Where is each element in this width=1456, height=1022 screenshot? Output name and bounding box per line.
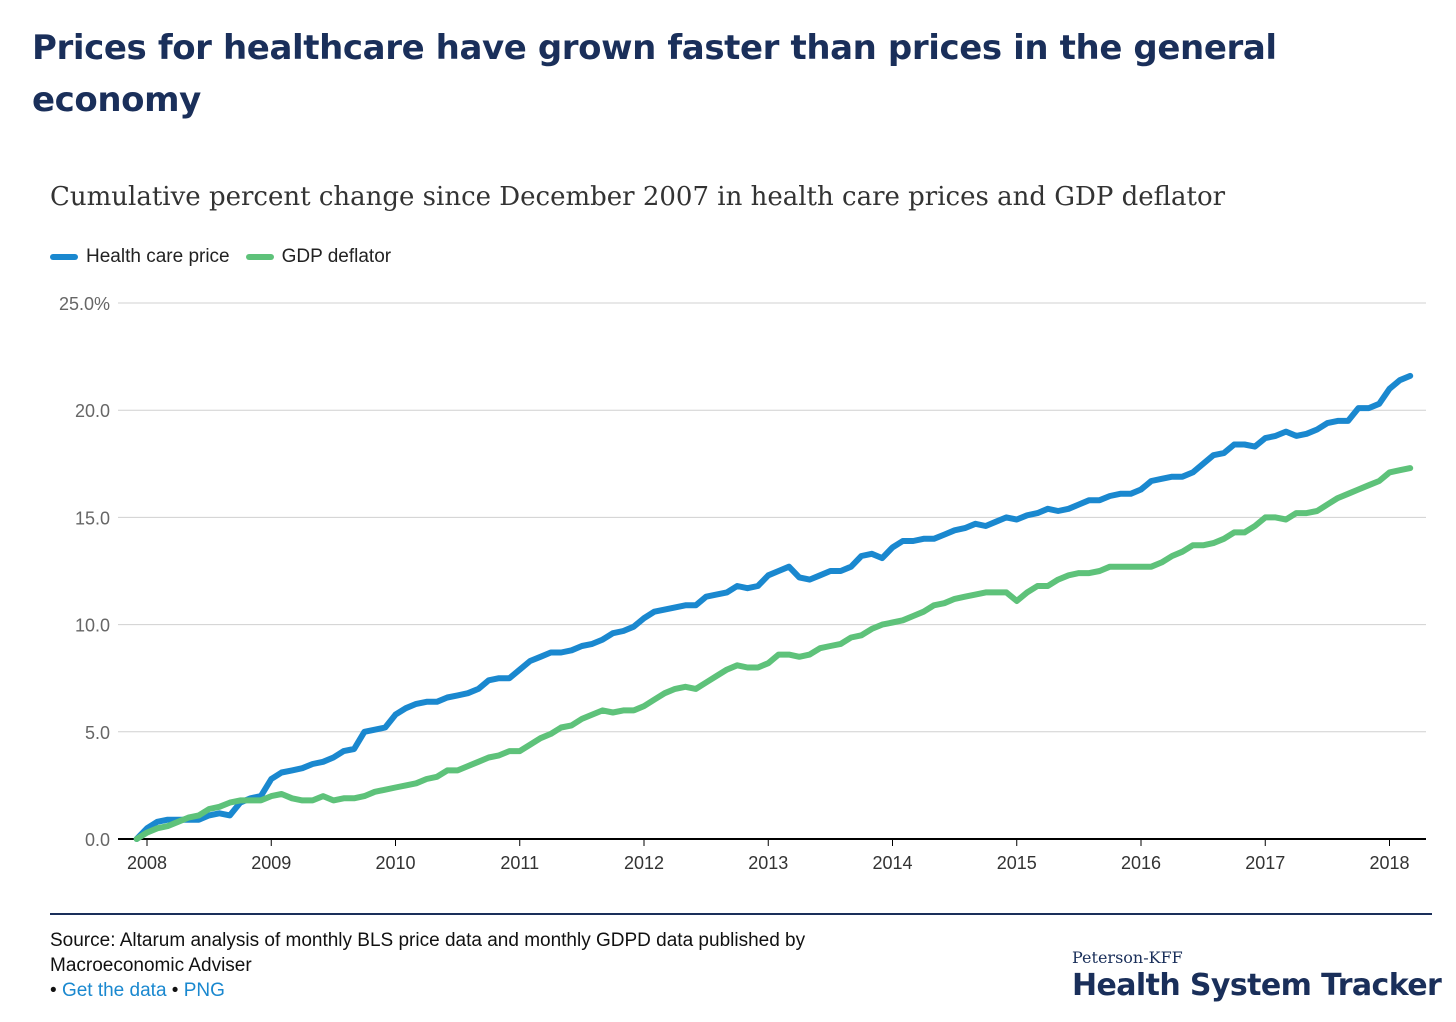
footer-links: • Get the data • PNG [50,978,225,1003]
x-tick-label: 2012 [624,853,664,873]
legend-swatch-health-care-price [50,254,78,260]
x-tick-label: 2008 [127,853,167,873]
line-chart: 0.0 5.0 10.0 15.0 20.0 25.0% 2008 2009 2010 2011 2… [59,294,1426,873]
get-the-data-link[interactable]: Get the data [61,980,167,1001]
legend-label-health-care-price: Health care price [86,246,230,267]
bullet: • [171,980,179,1001]
png-link[interactable]: PNG [183,980,225,1001]
footer-divider [50,913,1432,915]
legend: Health care price GDP deflator [50,246,407,268]
x-tick-label: 2016 [1121,853,1161,873]
bullet: • [50,980,57,1001]
y-tick-label: 15.0 [75,508,110,528]
brand-subtitle: Peterson-KFF [1072,948,1183,967]
x-tick-label: 2015 [997,853,1037,873]
y-tick-label: 10.0 [75,616,110,636]
x-tick-label: 2009 [251,853,291,873]
chart-title: Cumulative percent change since December… [50,182,1226,212]
y-tick-label: 20.0 [75,401,110,421]
brand-logo: Health System Tracker [1072,968,1442,1003]
y-tick-label: 5.0 [85,723,110,743]
x-tick-label: 2014 [872,853,912,873]
x-tick-label: 2017 [1245,853,1285,873]
source-note: Source: Altarum analysis of monthly BLS … [50,930,806,976]
x-tick-label: 2018 [1369,853,1409,873]
x-tick-label: 2011 [500,853,539,873]
legend-swatch-gdp-deflator [245,254,274,260]
x-tick-label: 2013 [748,853,788,873]
series-line-health-care-price [133,372,1414,842]
legend-label-gdp-deflator: GDP deflator [281,246,392,267]
legend-item-health-care-price[interactable]: Health care price [50,246,230,268]
page-title: Prices for healthcare have grown faster … [32,28,1277,120]
legend-item-gdp-deflator[interactable]: GDP deflator [245,246,392,268]
x-tick-label: 2010 [375,853,415,873]
y-tick-label: 0.0 [85,830,110,850]
y-tick-label: 25.0% [59,294,110,314]
series-line-gdp-deflator [133,465,1414,842]
